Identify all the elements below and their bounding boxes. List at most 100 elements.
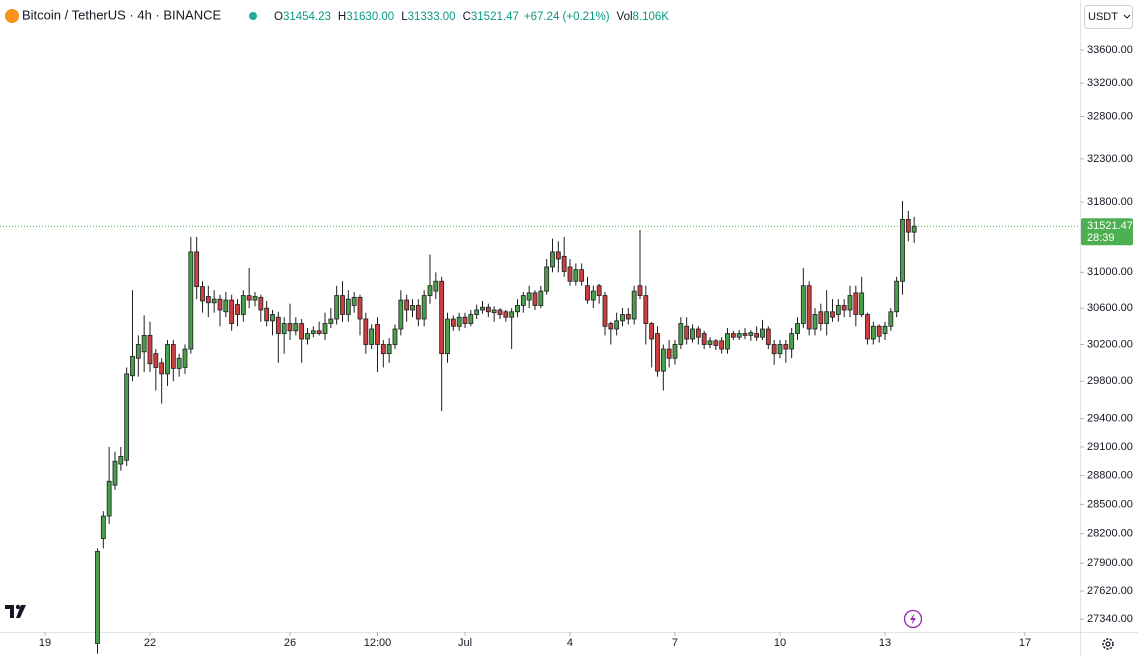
candle-body [275, 316, 281, 334]
y-tick-label: 28800.00 [1087, 469, 1133, 481]
candle-body [596, 285, 602, 296]
x-tick-label: 7 [672, 637, 678, 649]
candle-body [888, 311, 894, 327]
x-tick-label: 10 [774, 637, 786, 649]
candle-body [625, 314, 631, 320]
candle-body [375, 324, 380, 345]
candle-body [474, 309, 480, 315]
candle-body [211, 298, 217, 304]
candle-body [870, 325, 876, 340]
candle-body [310, 330, 316, 334]
y-tick-label: 32800.00 [1087, 110, 1133, 122]
candle-body [713, 340, 719, 346]
candle-body [456, 316, 462, 327]
candle-body [380, 344, 386, 355]
last-price-box [1081, 218, 1133, 246]
candle-body [188, 251, 194, 350]
candle-body [322, 323, 328, 334]
candle-body [153, 353, 159, 368]
y-tick-label: 31800.00 [1087, 196, 1133, 208]
y-tick-label: 32300.00 [1087, 153, 1133, 165]
candle-body [258, 296, 264, 311]
candle-body [795, 323, 800, 334]
countdown-label: 28:39 [1087, 232, 1115, 244]
candle-body [410, 305, 415, 311]
candle-body [369, 328, 375, 345]
candle-body [742, 333, 748, 336]
candle-body [544, 266, 550, 292]
candle-body [602, 295, 608, 327]
status-dot [249, 12, 257, 20]
ohlc-legend: O31454.23 H31630.00 L31333.00 C31521.47 +67.… [274, 11, 669, 23]
y-tick-label: 33600.00 [1087, 44, 1133, 56]
candle-body [660, 348, 666, 372]
candle-body [818, 311, 824, 324]
legend-value: +67.24 (+0.21%) [524, 11, 610, 23]
candle-body [800, 285, 806, 324]
lightning-button[interactable] [903, 609, 923, 629]
candle-body [911, 225, 917, 233]
candle-body [491, 309, 497, 314]
candle-body [480, 306, 485, 311]
candle-body [287, 323, 293, 332]
candle-body [264, 307, 270, 322]
candle-body [386, 344, 392, 355]
candle-body [806, 285, 812, 330]
candle-body [835, 305, 841, 315]
candle-body [415, 305, 421, 320]
candle-body [730, 333, 736, 338]
candle-body [783, 344, 789, 350]
candle-body [450, 318, 456, 327]
candle-body [526, 292, 532, 301]
y-tick-label: 30600.00 [1087, 302, 1133, 314]
candle-body [771, 344, 777, 355]
candle-body [614, 320, 620, 330]
candle-body [135, 344, 141, 359]
candle-body [240, 295, 246, 315]
currency-button[interactable] [1084, 5, 1133, 29]
candle-body [439, 280, 445, 355]
candle-body [707, 340, 713, 345]
x-tick-label: 13 [879, 637, 891, 649]
candle-body [690, 328, 695, 340]
candle-body [159, 362, 165, 375]
legend-key: C [463, 11, 471, 23]
settings-button[interactable] [1102, 638, 1114, 650]
candle-body [620, 314, 625, 322]
candle-body [485, 306, 491, 313]
candle-body [340, 295, 345, 315]
candle-body [643, 295, 649, 324]
candle-body [550, 251, 555, 268]
currency-label[interactable]: USDT [1088, 11, 1118, 23]
candle-body [561, 255, 567, 272]
candle-body [812, 314, 818, 330]
candle-body [719, 340, 725, 350]
candle-body [170, 344, 176, 369]
candle-body [468, 314, 474, 324]
candle-body [841, 305, 847, 311]
candle-body [573, 269, 579, 282]
candle-body [631, 290, 637, 320]
currency-caret [1123, 14, 1131, 19]
candle-body [118, 456, 124, 465]
candle-body [421, 295, 427, 320]
candle-body [532, 292, 538, 306]
symbol-title[interactable]: Bitcoin / TetherUS · 4h · BINANCE [22, 7, 221, 22]
candle-body [695, 328, 701, 338]
candle-body [124, 373, 130, 461]
candle-body [748, 332, 754, 336]
candle-body [649, 323, 655, 340]
candle-body [217, 298, 223, 311]
last-price-label: 31521.47 [1087, 220, 1133, 232]
candle-body [538, 290, 544, 306]
candle-body [865, 314, 870, 340]
candle-body [905, 219, 911, 233]
candle-body [165, 344, 170, 375]
candle-body [859, 292, 865, 315]
candle-body [666, 348, 672, 359]
candle-body [765, 328, 771, 345]
candle-body [590, 290, 596, 301]
candle-body [847, 295, 853, 311]
candle-body [205, 296, 211, 304]
